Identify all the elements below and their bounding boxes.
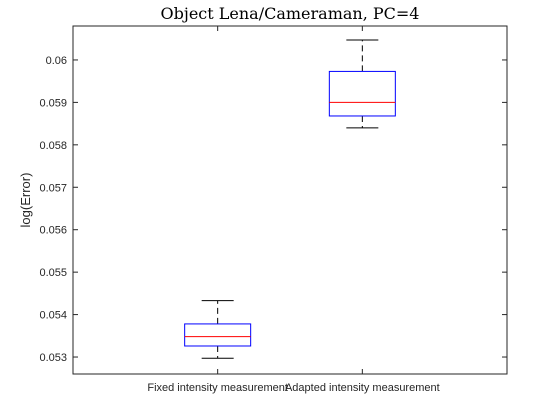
y-tick-label: 0.054 (39, 310, 67, 322)
y-tick-label: 0.056 (39, 225, 67, 237)
y-tick-label: 0.059 (39, 97, 67, 109)
y-tick-label: 0.058 (39, 140, 67, 152)
y-axis-ticks: 0.053 0.054 0.055 0.056 0.057 0.058 0.059 0.06 (39, 55, 507, 364)
iqr-box (328, 70, 396, 117)
chart-title: Object Lena/Cameraman, PC=4 (161, 4, 420, 23)
box-series (184, 39, 396, 359)
box-1 (184, 300, 252, 359)
x-tick-label: Adapted intensity measurement (285, 382, 440, 394)
x-tick-label: Fixed intensity measurement (147, 382, 288, 394)
box-2 (328, 39, 396, 129)
plot-area (72, 25, 508, 375)
y-tick-label: 0.055 (39, 267, 67, 279)
y-tick-label: 0.053 (39, 352, 67, 364)
y-tick-label: 0.057 (39, 182, 67, 194)
y-axis-label: log(Error) (18, 173, 33, 228)
y-tick-label: 0.06 (46, 55, 67, 67)
iqr-box (184, 323, 252, 347)
